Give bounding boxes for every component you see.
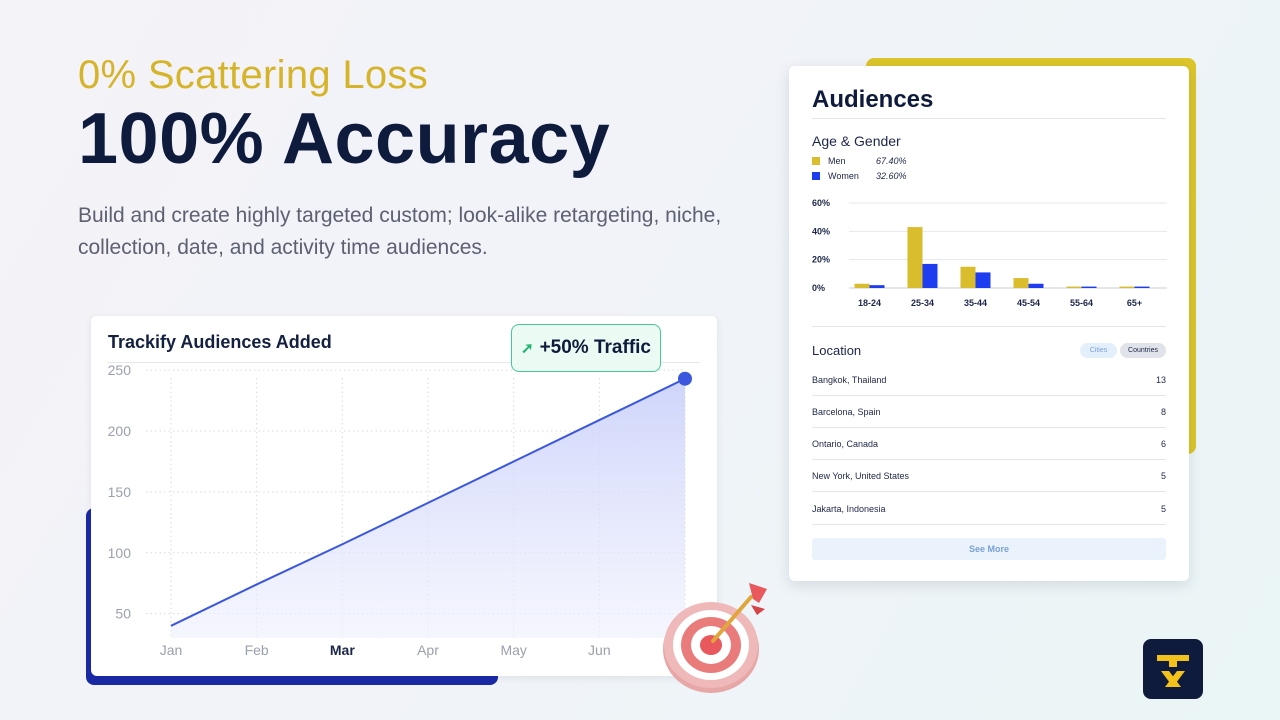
bar-x-tick-label: 35-44 — [964, 298, 987, 308]
arrow-up-right-icon: ➚ — [521, 340, 534, 357]
y-tick-label: 200 — [108, 423, 132, 439]
bar-women — [1134, 286, 1150, 288]
location-count: 6 — [1160, 438, 1166, 449]
x-tick-label: Jan — [160, 642, 183, 658]
chart-title: Trackify Audiences Added — [108, 332, 332, 352]
legend-women-pct: 32.60% — [876, 171, 907, 181]
bar-x-tick-label: 65+ — [1127, 298, 1142, 308]
bar-y-tick-label: 60% — [812, 198, 830, 208]
line-chart: 50100150200250JanFebMarAprMayJunJul — [108, 362, 695, 658]
location-row: Ontario, Canada 6 — [812, 428, 1166, 460]
tab-cities[interactable]: Cities — [1080, 343, 1117, 358]
audiences-added-chart-card: Trackify Audiences Added 50 100 150 200 250 J… — [91, 316, 717, 676]
legend-women-swatch — [812, 172, 820, 180]
legend-women-name: Women — [828, 171, 859, 181]
bar-x-tick-label: 45-54 — [1017, 298, 1040, 308]
traffic-badge-label: +50% Traffic — [539, 337, 651, 358]
legend-men-swatch — [812, 157, 820, 165]
trackify-logo-icon — [1143, 639, 1203, 699]
bar-women — [869, 285, 885, 288]
location-row: Jakarta, Indonesia 5 — [812, 493, 1166, 525]
x-tick-label: Mar — [330, 642, 355, 658]
location-label: Location — [812, 343, 862, 358]
x-tick-label: Feb — [245, 642, 269, 658]
bar-men — [907, 227, 923, 288]
location-row: Bangkok, Thailand 13 — [812, 364, 1166, 396]
traffic-badge: ➚ +50% Traffic — [511, 324, 661, 372]
bar-x-tick-label: 55-64 — [1070, 298, 1093, 308]
target-dart-icon — [663, 583, 767, 693]
bar-x-tick-label: 25-34 — [911, 298, 934, 308]
hero: 0% Scattering Loss 100% Accuracy Build a… — [78, 52, 758, 264]
location-count: 5 — [1160, 503, 1166, 514]
y-tick-label: 150 — [108, 484, 132, 500]
location-name: Barcelona, Spain — [812, 406, 881, 417]
legend-men-name: Men — [828, 156, 846, 166]
age-gender-label: Age & Gender — [812, 133, 901, 149]
chart-title-divider — [108, 362, 700, 363]
x-tick-label: Apr — [417, 642, 439, 658]
hero-description: Build and create highly targeted custom;… — [78, 204, 722, 259]
location-row: New York, United States 5 — [812, 460, 1166, 492]
location-name: New York, United States — [812, 470, 910, 481]
bar-women — [1081, 286, 1097, 288]
legend-women: Women 32.60% — [812, 171, 907, 181]
see-more-button[interactable]: See More — [812, 538, 1166, 560]
bar-men — [854, 283, 870, 288]
hero-headline: 100% Accuracy — [78, 99, 611, 179]
y-tick-label: 100 — [108, 545, 132, 561]
tab-countries[interactable]: Countries — [1120, 343, 1166, 358]
bar-y-tick-label: 0% — [812, 283, 825, 293]
bar-women — [975, 272, 991, 288]
y-tick-label: 250 — [108, 362, 132, 378]
location-count: 13 — [1155, 374, 1166, 385]
location-count: 5 — [1160, 470, 1166, 481]
location-name: Bangkok, Thailand — [812, 374, 887, 385]
bar-men — [1066, 286, 1082, 288]
bar-y-tick-label: 40% — [812, 226, 830, 236]
location-name: Ontario, Canada — [812, 438, 879, 449]
bar-men — [1013, 278, 1029, 288]
hero-subtitle: 0% Scattering Loss — [78, 53, 429, 97]
data-point — [678, 371, 692, 386]
age-location-divider — [812, 326, 1166, 327]
y-tick-label: 50 — [115, 606, 131, 622]
bar-y-tick-label: 20% — [812, 255, 830, 265]
location-row: Barcelona, Spain 8 — [812, 396, 1166, 428]
bar-x-tick-label: 18-24 — [858, 298, 881, 308]
age-gender-bar-chart: 0% 20% 40% 60% 18-24 25-34 35-44 45-54 55-64 65+ — [812, 198, 1167, 308]
location-count: 8 — [1160, 406, 1166, 417]
series-area — [171, 378, 685, 638]
x-tick-label: May — [500, 642, 526, 658]
audiences-title: Audiences — [812, 86, 934, 113]
audiences-title-divider — [812, 118, 1166, 119]
x-tick-label: Jun — [588, 642, 611, 658]
bar-men — [1119, 286, 1135, 288]
bar-women — [1028, 283, 1044, 288]
bar-women — [922, 263, 938, 288]
legend-men: Men 67.40% — [812, 156, 907, 166]
audiences-card: Audiences Age & Gender Men 67.40% Women … — [789, 66, 1189, 581]
bar-men — [960, 266, 976, 288]
location-name: Jakarta, Indonesia — [812, 503, 886, 514]
legend-men-pct: 67.40% — [876, 156, 907, 166]
